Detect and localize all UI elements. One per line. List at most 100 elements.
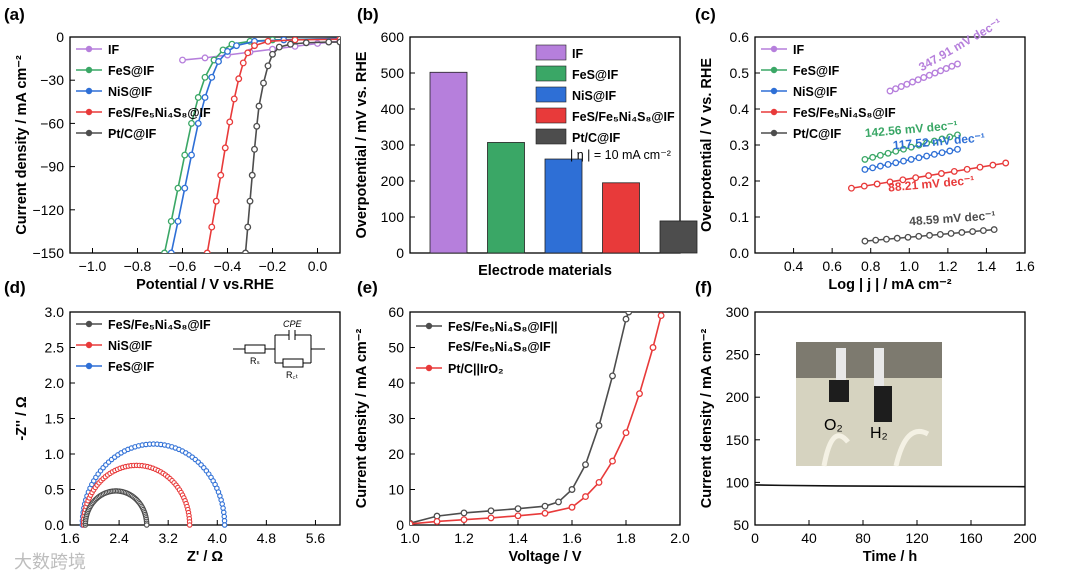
y-tick-label: 2.0 xyxy=(45,375,65,391)
data-point xyxy=(174,217,182,225)
data-point xyxy=(264,37,272,45)
y-tick-label: 1.5 xyxy=(45,411,65,427)
data-point xyxy=(884,149,892,157)
data-point xyxy=(900,157,907,165)
data-point xyxy=(181,151,189,159)
legend-item-marker xyxy=(85,45,93,53)
y-tick-label: 50 xyxy=(388,340,404,356)
data-point xyxy=(595,478,603,486)
series-1 xyxy=(161,37,340,253)
x-tick-label: 2.0 xyxy=(670,530,690,546)
data-point xyxy=(582,461,589,469)
data-point xyxy=(239,59,247,67)
data-point xyxy=(302,39,310,47)
legend: IF FeS@IF NiS@IF FeS/Fe₅Ni₄S₈@IF Pt/C@IF xyxy=(761,43,896,141)
stability-line xyxy=(754,484,1026,488)
x-tick-label: 1.4 xyxy=(977,258,997,274)
legend-item-marker xyxy=(770,87,778,95)
panel-label: (f) xyxy=(695,278,712,297)
data-point xyxy=(892,85,900,93)
data-point xyxy=(946,147,954,155)
x-tick-label: 1.6 xyxy=(60,530,80,546)
data-point xyxy=(904,233,912,241)
data-point xyxy=(907,143,915,151)
data-point xyxy=(194,94,202,101)
inset-label-o2: O₂ xyxy=(824,417,843,434)
data-point xyxy=(958,229,966,236)
y-tick-label: 20 xyxy=(388,446,404,462)
x-tick-label: −0.6 xyxy=(169,258,197,274)
data-point xyxy=(433,518,441,525)
data-point xyxy=(861,166,869,173)
x-tick-label: 0 xyxy=(751,530,759,546)
data-point xyxy=(884,160,892,168)
data-point xyxy=(937,170,945,177)
data-point xyxy=(876,151,884,159)
data-point xyxy=(595,422,603,430)
y-tick-label: 250 xyxy=(726,347,750,363)
data-point xyxy=(926,231,933,239)
legend-item-text: Pt/C@IF xyxy=(793,127,842,141)
data-point xyxy=(969,228,977,235)
annotation: | η | = 10 mA cm⁻² xyxy=(570,148,671,162)
x-tick-label: 2.4 xyxy=(109,530,129,546)
data-point xyxy=(291,37,299,44)
legend-text: Pt/C@IF xyxy=(572,131,621,145)
data-point xyxy=(861,155,869,163)
data-point xyxy=(883,235,890,243)
legend-item-text: FeS@IF xyxy=(793,64,840,78)
series-line xyxy=(163,37,340,253)
y-tick-label: 3.0 xyxy=(45,304,65,320)
y-tick-label: 0.1 xyxy=(730,209,750,225)
data-point xyxy=(979,227,987,235)
legend-item-text: FeS/Fe₅Ni₄S₈@IF xyxy=(793,106,896,120)
data-point xyxy=(487,514,495,522)
rs-resistor xyxy=(244,344,266,354)
panel-4: (e) 0 10 20 30 40 50 60 1.0 1.2 1.4 1.6 1.8 2.0 Voltag… xyxy=(354,278,690,565)
y-tick-label: 50 xyxy=(733,517,749,533)
legend-swatch xyxy=(535,44,567,61)
panel-1: (b) 0 100 200 300 400 500 600 Electrode material… xyxy=(354,5,698,279)
data-point xyxy=(186,522,193,528)
legend-item-text: IF xyxy=(793,43,804,57)
data-point xyxy=(555,498,562,506)
data-point xyxy=(179,56,186,64)
data-point xyxy=(950,167,958,175)
data-point xyxy=(963,165,971,173)
panel-2: (c) 0.0 0.1 0.2 0.3 0.4 0.5 0.6 0.4 0.6 0.8 1.0 1.2 1… xyxy=(695,5,1035,293)
x-tick-label: 1.6 xyxy=(1015,258,1035,274)
x-tick-label: 1.4 xyxy=(508,530,528,546)
data-point xyxy=(251,42,258,50)
data-point xyxy=(860,182,868,190)
data-point xyxy=(907,155,915,163)
wire xyxy=(821,433,850,467)
legend-item-marker xyxy=(425,364,433,372)
data-point xyxy=(325,38,333,46)
legend: IF FeS@IF NiS@IF FeS/Fe₅Ni₄S₈@IF Pt/C@IF xyxy=(535,44,675,145)
inset-photo: O₂ H₂ xyxy=(796,342,942,467)
data-point xyxy=(201,94,209,101)
x-tick-label: 4.8 xyxy=(257,530,277,546)
data-point xyxy=(568,503,576,511)
legend-item-text: NiS@IF xyxy=(793,85,837,99)
y-tick-label: 10 xyxy=(388,482,404,498)
y-tick-label: −150 xyxy=(32,245,64,261)
y-tick-label: 300 xyxy=(726,304,750,320)
legend-item-text: FeS@IF xyxy=(108,64,155,78)
photo-top xyxy=(796,342,942,378)
y-axis-label: Current density / mA cm⁻² xyxy=(14,55,30,235)
legend-item-marker xyxy=(85,66,93,74)
legend-text: IF xyxy=(572,47,583,61)
inset-label-h2: H₂ xyxy=(870,425,888,442)
data-point xyxy=(912,174,920,182)
data-point xyxy=(636,390,643,398)
data-point xyxy=(622,315,630,323)
y-tick-label: 0.3 xyxy=(730,137,750,153)
y-axis-label: -Z'' / Ω xyxy=(14,396,30,441)
x-tick-label: −0.4 xyxy=(214,258,242,274)
data-point xyxy=(915,154,923,162)
y-tick-label: −30 xyxy=(40,72,64,88)
data-point xyxy=(897,83,905,90)
data-point xyxy=(925,172,933,180)
series-0 xyxy=(79,441,228,528)
